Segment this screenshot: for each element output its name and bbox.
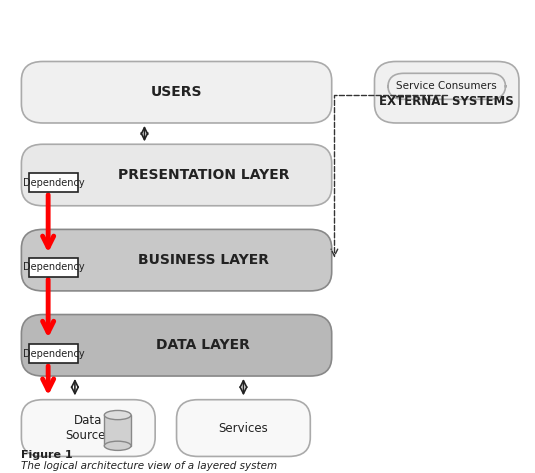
FancyBboxPatch shape bbox=[29, 173, 78, 192]
FancyBboxPatch shape bbox=[21, 229, 332, 291]
Text: Dependency: Dependency bbox=[22, 262, 85, 272]
Text: EXTERNAL SYSTEMS: EXTERNAL SYSTEMS bbox=[379, 95, 514, 107]
Text: Services: Services bbox=[219, 421, 268, 435]
Text: DATA LAYER: DATA LAYER bbox=[156, 338, 250, 352]
FancyBboxPatch shape bbox=[29, 344, 78, 363]
Text: Dependency: Dependency bbox=[22, 177, 85, 188]
Text: PRESENTATION LAYER: PRESENTATION LAYER bbox=[118, 168, 289, 182]
Text: Service Consumers: Service Consumers bbox=[396, 81, 497, 91]
FancyBboxPatch shape bbox=[374, 61, 519, 123]
Text: Dependency: Dependency bbox=[22, 349, 85, 359]
Text: Data
Sources: Data Sources bbox=[65, 414, 111, 442]
FancyBboxPatch shape bbox=[388, 73, 506, 99]
Bar bbox=[104, 415, 131, 446]
FancyBboxPatch shape bbox=[29, 258, 78, 277]
FancyBboxPatch shape bbox=[21, 315, 332, 376]
Text: USERS: USERS bbox=[151, 85, 202, 99]
Ellipse shape bbox=[104, 411, 131, 420]
FancyBboxPatch shape bbox=[21, 400, 155, 456]
Text: The logical architecture view of a layered system: The logical architecture view of a layer… bbox=[21, 461, 278, 471]
FancyBboxPatch shape bbox=[21, 61, 332, 123]
Text: BUSINESS LAYER: BUSINESS LAYER bbox=[138, 253, 269, 267]
Text: Figure 1: Figure 1 bbox=[21, 450, 73, 460]
FancyBboxPatch shape bbox=[177, 400, 310, 456]
FancyBboxPatch shape bbox=[21, 144, 332, 206]
Ellipse shape bbox=[104, 441, 131, 450]
